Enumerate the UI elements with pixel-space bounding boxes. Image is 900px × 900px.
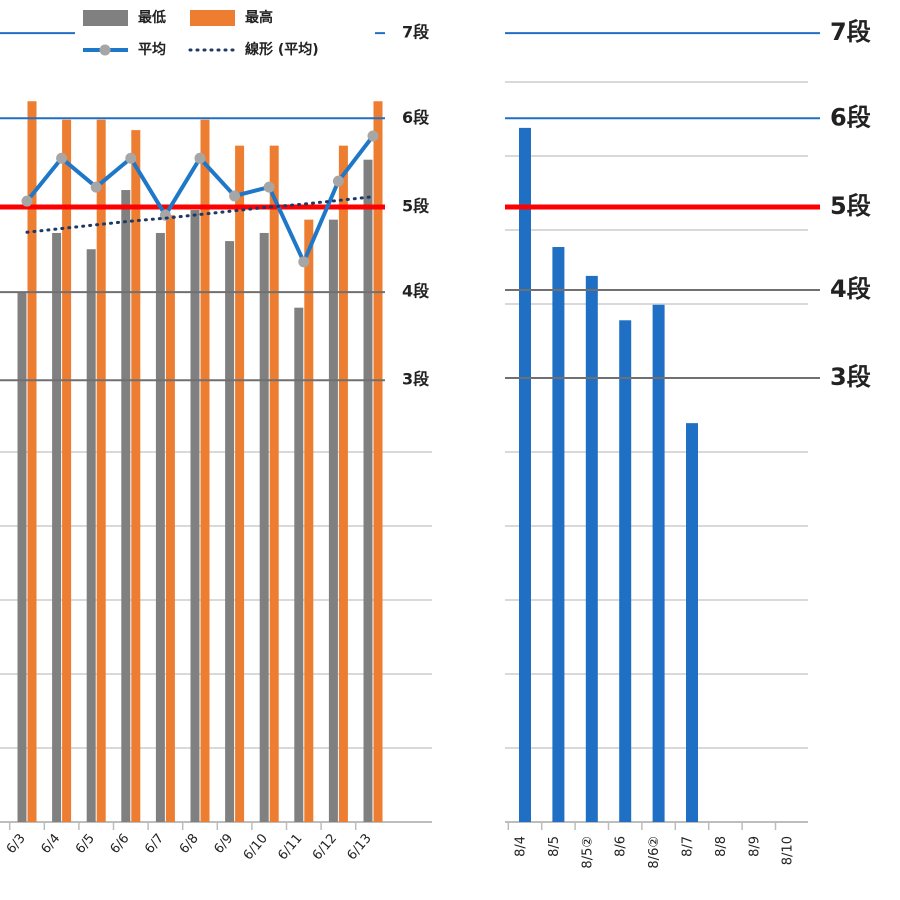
bar [165,215,175,822]
line-marker [229,190,241,202]
x-tick-label: 6/12 [310,831,340,863]
x-tick-label: 8/10 [781,836,796,865]
x-tick-label: 8/5 [547,836,562,857]
reference-label: 6段 [830,103,871,131]
line-marker [194,152,206,164]
x-tick-label: 8/8 [714,836,729,857]
bar [294,307,304,822]
reference-label: 7段 [830,18,871,46]
line-marker [21,195,33,207]
bar [52,232,62,822]
bar [17,292,27,822]
x-tick-label: 6/9 [211,831,236,857]
bar [235,145,245,822]
bar [552,247,565,822]
line-marker [367,130,379,142]
x-tick-label: 6/8 [177,831,202,857]
x-tick-label: 6/3 [4,831,29,857]
reference-label: 6段 [402,108,430,127]
bar [62,119,72,823]
bar [86,249,96,823]
reference-label: 5段 [402,197,430,216]
bar [686,423,698,822]
x-tick-label: 8/6 [614,836,629,857]
x-tick-label: 8/4 [514,836,529,857]
x-tick-label: 6/13 [344,831,374,863]
x-tick-label: 6/7 [142,831,167,857]
reference-label: 3段 [402,370,430,389]
legend-label: 線形 (平均) [245,41,319,58]
x-tick-label: 8/9 [747,836,762,857]
bar [155,232,165,822]
bar [259,232,269,822]
bar [585,275,598,822]
bar [363,159,373,822]
bar [619,320,632,822]
x-tick-label: 8/5② [580,836,595,869]
bar [338,145,348,822]
x-tick-label: 6/10 [241,831,271,863]
line-marker [332,175,344,187]
x-tick-label: 6/11 [275,831,305,863]
x-tick-label: 6/5 [73,831,98,857]
legend-swatch [83,10,128,26]
reference-label: 4段 [830,275,871,303]
legend-label: 平均 [138,41,166,58]
x-tick-label: 6/6 [108,831,133,857]
line-marker [298,256,310,268]
reference-label: 3段 [830,363,871,391]
bar [200,119,210,823]
trend-line [25,195,375,234]
bar [27,101,37,823]
reference-label: 5段 [830,192,871,220]
bar [652,304,665,822]
bar [225,241,235,823]
legend-marker [99,44,111,56]
legend-label: 最低 [138,9,166,26]
legend-label: 最高 [245,9,273,26]
bar [519,127,531,822]
x-tick-label: 8/6② [647,836,662,869]
x-tick-label: 8/7 [681,836,696,857]
bar [96,119,106,823]
bar [328,219,338,822]
x-tick-label: 6/4 [38,831,63,857]
bar [131,130,141,823]
bar [373,101,383,823]
bar [304,219,314,822]
legend-swatch [190,10,235,26]
line-marker [125,152,137,164]
reference-label: 7段 [402,23,430,42]
line-marker [56,152,68,164]
reference-label: 4段 [402,282,430,301]
bar [269,145,279,822]
line-marker [90,181,102,193]
bar [121,190,131,823]
bar [190,210,200,822]
line-marker [263,181,275,193]
